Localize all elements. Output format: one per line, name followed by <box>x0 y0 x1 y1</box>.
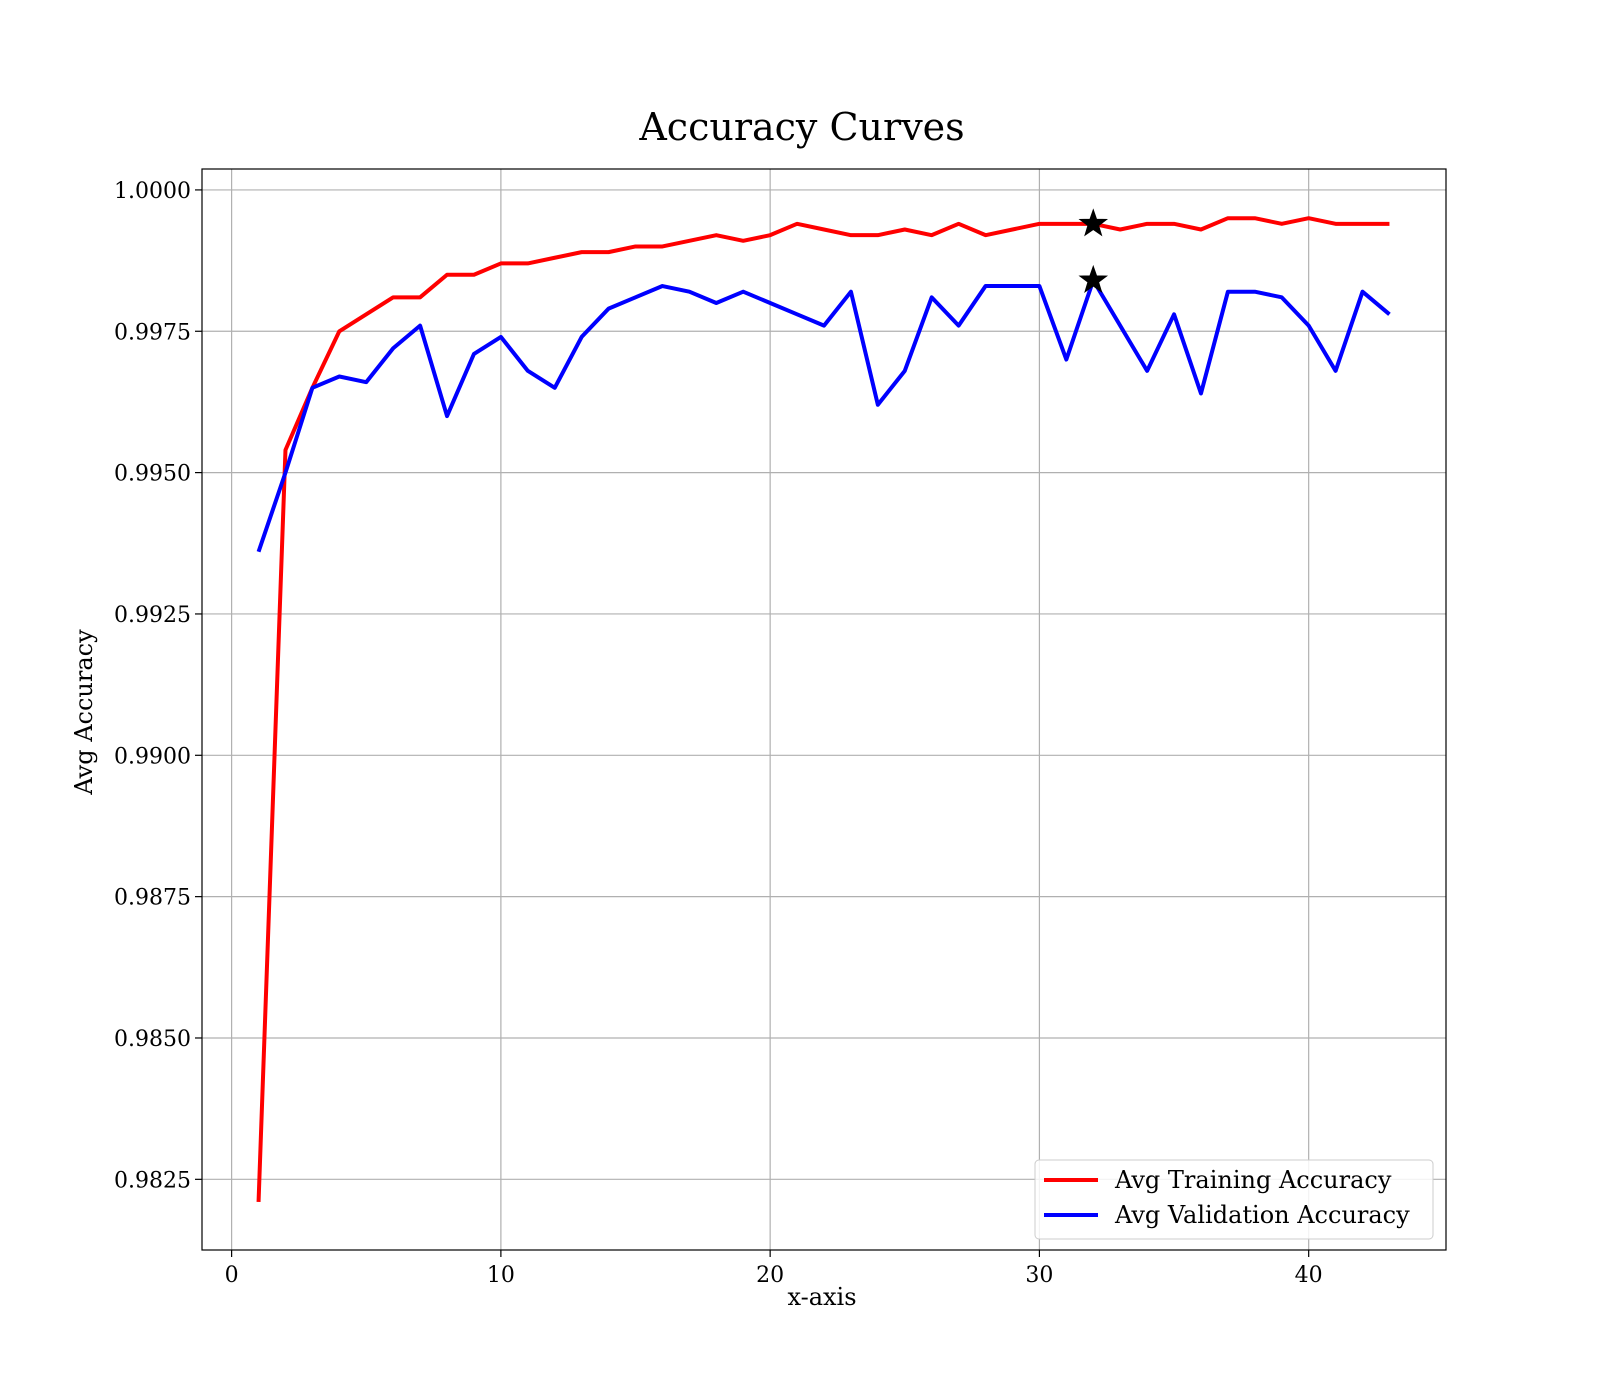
x-tick-label: 20 <box>756 1263 784 1288</box>
x-tick-label: 0 <box>225 1263 239 1288</box>
legend: Avg Training Accuracy Avg Validation Acc… <box>1034 1159 1434 1240</box>
y-tick-label: 0.9950 <box>114 462 191 487</box>
y-tick-label: 0.9925 <box>114 603 191 628</box>
training-accuracy-line <box>256 216 1390 1203</box>
marker-layer <box>1078 208 1109 293</box>
x-tick-label: 40 <box>1295 1263 1323 1288</box>
x-tick-label: 10 <box>487 1263 515 1288</box>
y-tick-label: 0.9825 <box>114 1168 191 1193</box>
plot-frame <box>201 168 1447 1251</box>
validation-accuracy-line <box>256 278 1391 553</box>
legend-box <box>1034 1159 1434 1240</box>
star-marker-icon <box>1078 208 1109 237</box>
y-tick-label: 0.9875 <box>114 886 191 911</box>
y-tick-label: 0.9900 <box>114 744 191 769</box>
chart-title: Accuracy Curves <box>638 105 964 149</box>
legend-label-validation: Avg Validation Accuracy <box>1114 1201 1410 1229</box>
legend-label-training: Avg Training Accuracy <box>1114 1166 1392 1194</box>
y-tick-label: 1.0000 <box>114 179 191 204</box>
y-axis-title: Avg Accuracy <box>70 629 98 796</box>
ticks: 0 10 20 30 40 0.9825 0.9850 0.9875 0.9900 0.9925 0… <box>114 179 1323 1288</box>
x-tick-label: 30 <box>1025 1263 1053 1288</box>
y-tick-label: 0.9975 <box>114 320 191 345</box>
series-layer <box>256 216 1391 1203</box>
y-tick-label: 0.9850 <box>114 1027 191 1052</box>
grid <box>202 169 1446 1250</box>
star-marker-icon <box>1078 264 1109 293</box>
x-axis-title: x-axis <box>787 1283 856 1311</box>
